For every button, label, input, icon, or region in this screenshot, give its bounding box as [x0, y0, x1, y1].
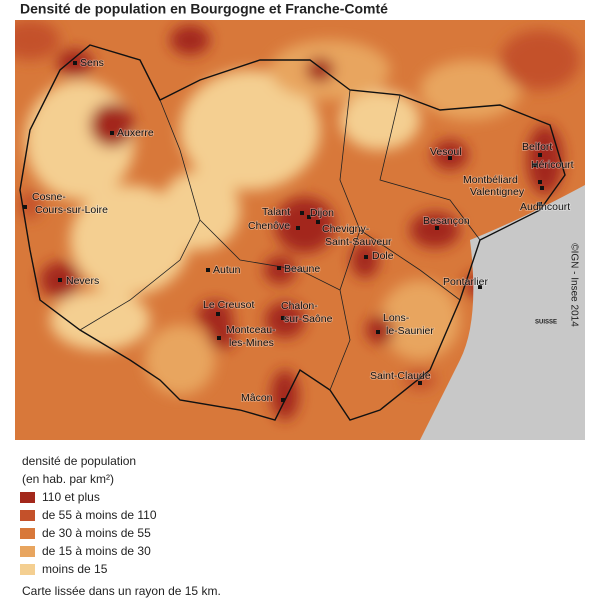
city-marker	[538, 153, 542, 157]
cities: Sens Auxerre Cosne-Cours-sur-Loire Nevers Ve…	[23, 56, 574, 405]
legend-swatch	[20, 492, 35, 503]
city-label: Chenôve	[248, 220, 290, 232]
city-label: Montceau-	[226, 324, 276, 336]
city-label: Vesoul	[430, 146, 462, 158]
legend-label: de 55 à moins de 110	[42, 508, 157, 522]
city-label: Cours-sur-Loire	[35, 204, 108, 216]
city-label: Cosne-	[32, 191, 66, 203]
legend-subtitle: (en hab. par km²)	[22, 472, 114, 486]
city-label: Mâcon	[241, 392, 273, 404]
legend-swatch	[20, 528, 35, 539]
city-marker	[206, 268, 210, 272]
legend-swatch	[20, 510, 35, 521]
city-label: Talant	[262, 206, 290, 218]
city-marker	[110, 131, 114, 135]
city-marker	[73, 61, 77, 65]
city-label: Saint-Claude	[370, 370, 431, 382]
city-label: Saint-Sauveur	[325, 236, 392, 248]
city-label: Dijon	[310, 207, 334, 219]
city-label: Le Creusot	[203, 299, 254, 311]
city-marker	[281, 398, 285, 402]
city-label: sur-Saône	[284, 313, 333, 325]
title: Densité de population en Bourgogne et Fr…	[20, 1, 388, 17]
city-marker	[533, 163, 537, 167]
city-label: Montbéliard	[463, 174, 518, 186]
city-label: Nevers	[66, 275, 99, 287]
country-label: SUISSE	[535, 320, 557, 326]
note: Carte lissée dans un rayon de 15 km.	[22, 584, 221, 598]
city-marker	[364, 255, 368, 259]
city-label: Besançon	[423, 215, 470, 227]
city-marker	[216, 312, 220, 316]
city-label: Chalon-	[281, 300, 318, 312]
city-marker	[540, 186, 544, 190]
legend-label: 110 et plus	[42, 490, 100, 504]
city-marker	[435, 226, 439, 230]
city-marker	[23, 205, 27, 209]
legend-label: de 30 à moins de 55	[42, 526, 151, 540]
city-marker	[448, 156, 452, 160]
legend-swatch	[20, 564, 35, 575]
city-marker	[538, 202, 542, 206]
city-marker	[58, 278, 62, 282]
city-label: Lons-	[383, 312, 410, 324]
city-marker	[418, 381, 422, 385]
city-marker	[478, 285, 482, 289]
city-label: les-Mines	[229, 337, 274, 349]
city-label: Chevigny-	[322, 223, 370, 235]
city-label: Valentigney	[470, 186, 525, 198]
legend-title: densité de population	[22, 454, 136, 468]
city-marker	[296, 226, 300, 230]
legend-swatch	[20, 546, 35, 557]
city-marker	[376, 330, 380, 334]
city-label: Autun	[213, 264, 241, 276]
city-label: Dole	[372, 250, 394, 262]
map	[15, 20, 585, 440]
city-marker	[281, 316, 285, 320]
legend-label: de 15 à moins de 30	[42, 544, 151, 558]
legend: 110 et plus de 55 à moins de 110 de 30 à m…	[20, 490, 157, 576]
city-marker	[300, 211, 304, 215]
city-marker	[538, 180, 542, 184]
city-label: Sens	[80, 57, 104, 69]
city-label: Belfort	[522, 141, 552, 153]
city-marker	[307, 215, 311, 219]
city-label: le-Saunier	[386, 325, 434, 337]
city-marker	[316, 220, 320, 224]
credit: ©IGN - Insee 2014	[568, 243, 579, 327]
city-label: Beaune	[284, 263, 320, 275]
city-marker	[217, 336, 221, 340]
city-label: Héricourt	[531, 159, 574, 171]
legend-label: moins de 15	[42, 562, 108, 576]
city-label: Audincourt	[520, 201, 570, 213]
city-marker	[277, 266, 281, 270]
city-label: Pontarlier	[443, 276, 488, 288]
city-label: Auxerre	[117, 127, 154, 139]
